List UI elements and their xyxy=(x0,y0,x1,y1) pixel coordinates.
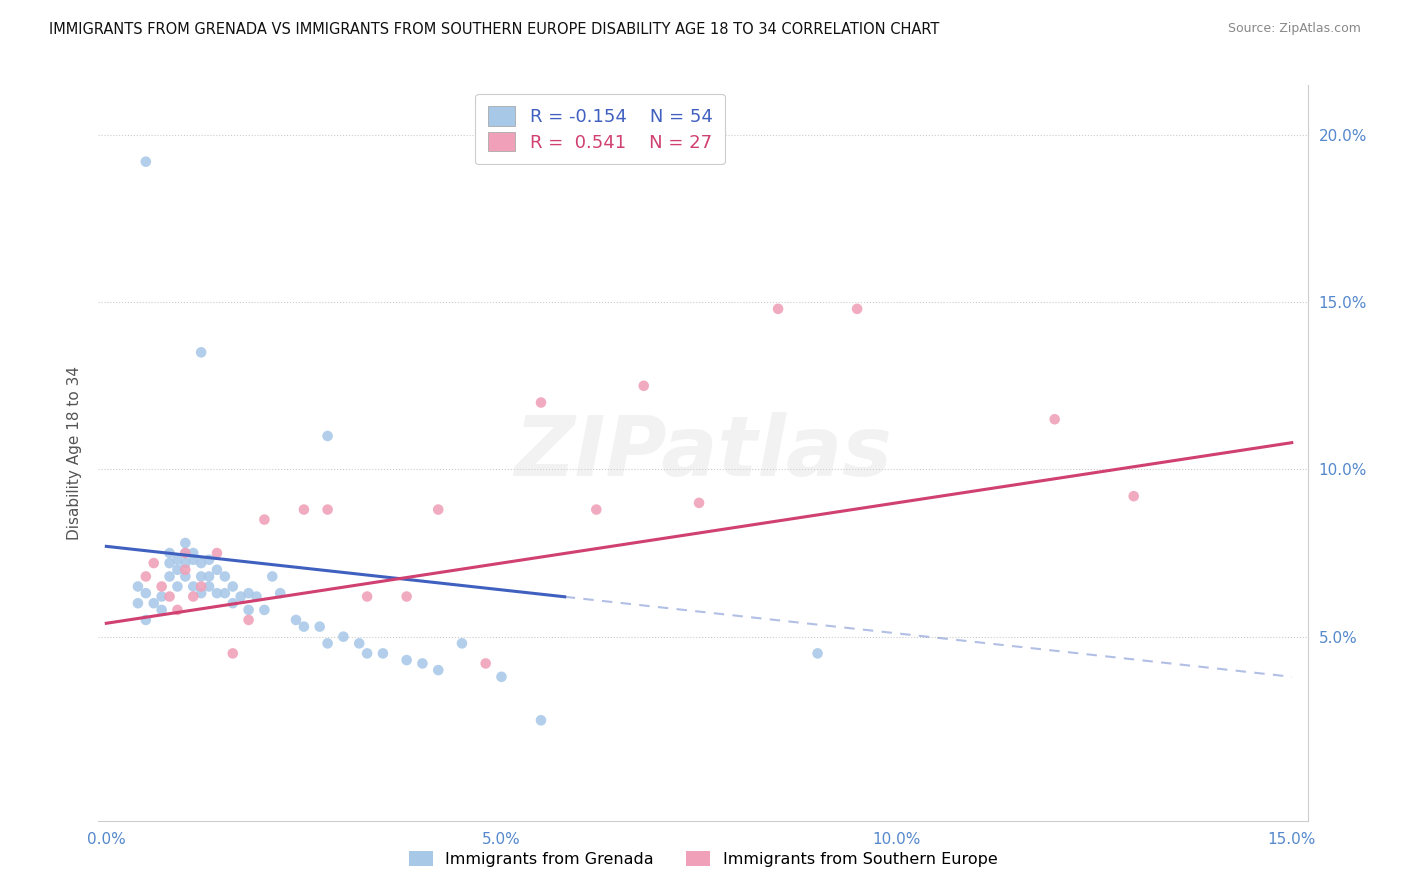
Point xyxy=(150,580,173,594)
Point xyxy=(181,546,204,560)
Point xyxy=(253,603,276,617)
Point xyxy=(190,580,212,594)
Point xyxy=(159,590,181,604)
Point xyxy=(135,154,157,169)
Point xyxy=(238,603,260,617)
Point xyxy=(205,563,228,577)
Point xyxy=(292,502,315,516)
Point xyxy=(530,395,553,409)
Point xyxy=(181,580,204,594)
Point xyxy=(135,613,157,627)
Point xyxy=(238,586,260,600)
Point xyxy=(332,630,354,644)
Point xyxy=(807,646,830,660)
Point xyxy=(1122,489,1144,503)
Point xyxy=(308,619,330,633)
Point xyxy=(190,586,212,600)
Point xyxy=(174,563,197,577)
Point xyxy=(190,556,212,570)
Point xyxy=(135,569,157,583)
Point xyxy=(356,646,378,660)
Point xyxy=(142,596,165,610)
Y-axis label: Disability Age 18 to 34: Disability Age 18 to 34 xyxy=(67,366,83,540)
Point xyxy=(190,569,212,583)
Point xyxy=(198,552,221,567)
Legend: R = -0.154    N = 54, R =  0.541    N = 27: R = -0.154 N = 54, R = 0.541 N = 27 xyxy=(475,94,725,164)
Point xyxy=(766,301,789,316)
Point xyxy=(127,580,149,594)
Point xyxy=(530,714,553,728)
Point xyxy=(222,646,245,660)
Point xyxy=(427,663,450,677)
Point xyxy=(205,586,228,600)
Point xyxy=(181,552,204,567)
Point xyxy=(205,546,228,560)
Point xyxy=(371,646,394,660)
Point xyxy=(292,619,315,633)
Point xyxy=(174,569,197,583)
Point xyxy=(222,596,245,610)
Point xyxy=(245,590,267,604)
Text: IMMIGRANTS FROM GRENADA VS IMMIGRANTS FROM SOUTHERN EUROPE DISABILITY AGE 18 TO : IMMIGRANTS FROM GRENADA VS IMMIGRANTS FR… xyxy=(49,22,939,37)
Point xyxy=(150,603,173,617)
Point xyxy=(285,613,308,627)
Point xyxy=(198,569,221,583)
Point xyxy=(316,502,339,516)
Point xyxy=(190,345,212,359)
Point xyxy=(166,603,188,617)
Text: Source: ZipAtlas.com: Source: ZipAtlas.com xyxy=(1227,22,1361,36)
Point xyxy=(356,590,378,604)
Point xyxy=(347,636,370,650)
Point xyxy=(166,580,188,594)
Point xyxy=(474,657,496,671)
Point xyxy=(688,496,710,510)
Point xyxy=(316,636,339,650)
Point xyxy=(222,580,245,594)
Point xyxy=(142,556,165,570)
Point xyxy=(316,429,339,443)
Point xyxy=(174,536,197,550)
Point xyxy=(427,502,450,516)
Text: ZIPatlas: ZIPatlas xyxy=(515,412,891,493)
Point xyxy=(395,590,418,604)
Point xyxy=(238,613,260,627)
Point xyxy=(159,556,181,570)
Point xyxy=(633,378,655,392)
Point xyxy=(127,596,149,610)
Point xyxy=(269,586,291,600)
Point xyxy=(198,580,221,594)
Point xyxy=(262,569,284,583)
Point xyxy=(214,586,236,600)
Point xyxy=(166,563,188,577)
Point xyxy=(166,552,188,567)
Point xyxy=(411,657,433,671)
Point xyxy=(135,586,157,600)
Point xyxy=(150,590,173,604)
Point xyxy=(585,502,607,516)
Point xyxy=(214,569,236,583)
Point xyxy=(174,546,197,560)
Point xyxy=(174,556,197,570)
Point xyxy=(1043,412,1066,426)
Legend: Immigrants from Grenada, Immigrants from Southern Europe: Immigrants from Grenada, Immigrants from… xyxy=(402,845,1004,873)
Point xyxy=(159,546,181,560)
Point xyxy=(451,636,474,650)
Point xyxy=(159,569,181,583)
Point xyxy=(181,590,204,604)
Point xyxy=(174,546,197,560)
Point xyxy=(253,512,276,526)
Point xyxy=(229,590,252,604)
Point xyxy=(846,301,869,316)
Point xyxy=(491,670,513,684)
Point xyxy=(395,653,418,667)
